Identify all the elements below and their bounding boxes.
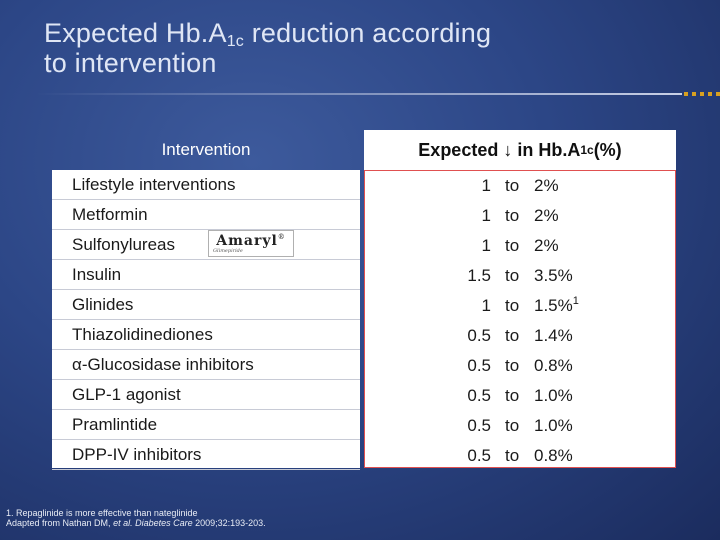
reduction-upto: 3.5% <box>534 266 573 285</box>
reduction-row: 0.5 to 1.0% <box>364 380 676 410</box>
reduction-to-word: to <box>505 386 520 405</box>
reduction-row: 0.5 to 1.4% <box>364 320 676 350</box>
intervention-name: Pramlintide <box>72 414 158 434</box>
reduction-upto: 2% <box>534 176 559 195</box>
reduction-upto: 1.4% <box>534 326 573 345</box>
intervention-row: Sulfonylureas <box>52 230 360 260</box>
reduction-upto: 0.8% <box>534 356 573 375</box>
reduction-row: 0.5 to 1.0% <box>364 410 676 440</box>
reduction-row: 0.5 to 0.8% <box>364 350 676 380</box>
intervention-column: DPP-IV inhibitors Pramlintide GLP-1 agonis… <box>52 170 360 470</box>
reduction-to-word: to <box>505 236 520 255</box>
intervention-name: Glinides <box>72 294 134 314</box>
expected-reduction-column: 1 to 2% 1 to 2% 1 to 2% 1.5 to 3.5% 1 to 1.5%1 0.5 to 1.4… <box>364 170 676 468</box>
intervention-name: Metformin <box>72 204 148 224</box>
reduction-from: 0.5 <box>467 386 491 405</box>
reduction-upto: 1.0% <box>534 416 573 435</box>
reduction-from: 0.5 <box>467 446 491 465</box>
accent-dots <box>684 92 720 96</box>
reduction-from: 1 <box>481 296 491 315</box>
reduction-to-word: to <box>505 416 520 435</box>
reduction-to-word: to <box>505 206 520 225</box>
amaryl-logo: Amaryl® Glimepiride <box>208 230 294 257</box>
intervention-row: DPP-IV inhibitors <box>52 440 360 470</box>
intervention-name: GLP-1 agonist <box>72 384 181 404</box>
reduction-upto: 1.0% <box>534 386 573 405</box>
reduction-row: 1.5 to 3.5% <box>364 260 676 290</box>
intervention-row: Lifestyle interventions <box>52 170 360 200</box>
intervention-name: Sulfonylureas <box>72 234 176 254</box>
reduction-to-word: to <box>505 266 520 285</box>
reduction-upto: 0.8% <box>534 446 573 465</box>
reduction-to-word: to <box>505 356 520 375</box>
reduction-from: 0.5 <box>467 326 491 345</box>
intervention-row: GLP-1 agonist <box>52 380 360 410</box>
reduction-row: 1 to 1.5%1 <box>364 290 676 320</box>
reduction-row: 1 to 2% <box>364 200 676 230</box>
reduction-to-word: to <box>505 176 520 195</box>
reduction-from: 1 <box>481 206 491 225</box>
reduction-row: 1 to 2% <box>364 230 676 260</box>
intervention-row: Glinides <box>52 290 360 320</box>
intervention-name: Thiazolidinediones <box>72 324 213 344</box>
intervention-row: Insulin <box>52 260 360 290</box>
reduction-to-word: to <box>505 296 520 315</box>
intervention-name: DPP-IV inhibitors <box>72 444 202 464</box>
header-intervention: Intervention <box>161 140 251 159</box>
reduction-to-word: to <box>505 446 520 465</box>
reduction-row: 1 to 2% <box>364 170 676 200</box>
reduction-row: 0.5 to 0.8% <box>364 440 676 470</box>
reduction-from: 0.5 <box>467 356 491 375</box>
reduction-upto: 2% <box>534 236 559 255</box>
intervention-row: Thiazolidinediones <box>52 320 360 350</box>
title-underline <box>36 93 682 95</box>
intervention-name: α-Glucosidase inhibitors <box>72 354 254 374</box>
reduction-from: 1 <box>481 176 491 195</box>
reduction-from: 0.5 <box>467 416 491 435</box>
reduction-upto: 1.5%1 <box>534 295 579 316</box>
footnote: 1. Repaglinide is more effective than na… <box>6 508 266 528</box>
reduction-upto: 2% <box>534 206 559 225</box>
intervention-row: α-Glucosidase inhibitors <box>52 350 360 380</box>
reduction-from: 1 <box>481 236 491 255</box>
reduction-from: 1.5 <box>467 266 491 285</box>
intervention-name: Insulin <box>72 264 122 284</box>
intervention-name: Lifestyle interventions <box>72 174 236 194</box>
intervention-row: Metformin <box>52 200 360 230</box>
footnote-marker: 1 <box>572 295 579 307</box>
header-expected-reduction: Expected ↓ in Hb.A 1c (%) <box>364 130 676 170</box>
intervention-row: Pramlintide <box>52 410 360 440</box>
slide-title: Expected Hb.A1c reduction according to in… <box>44 18 492 78</box>
reduction-to-word: to <box>505 326 520 345</box>
